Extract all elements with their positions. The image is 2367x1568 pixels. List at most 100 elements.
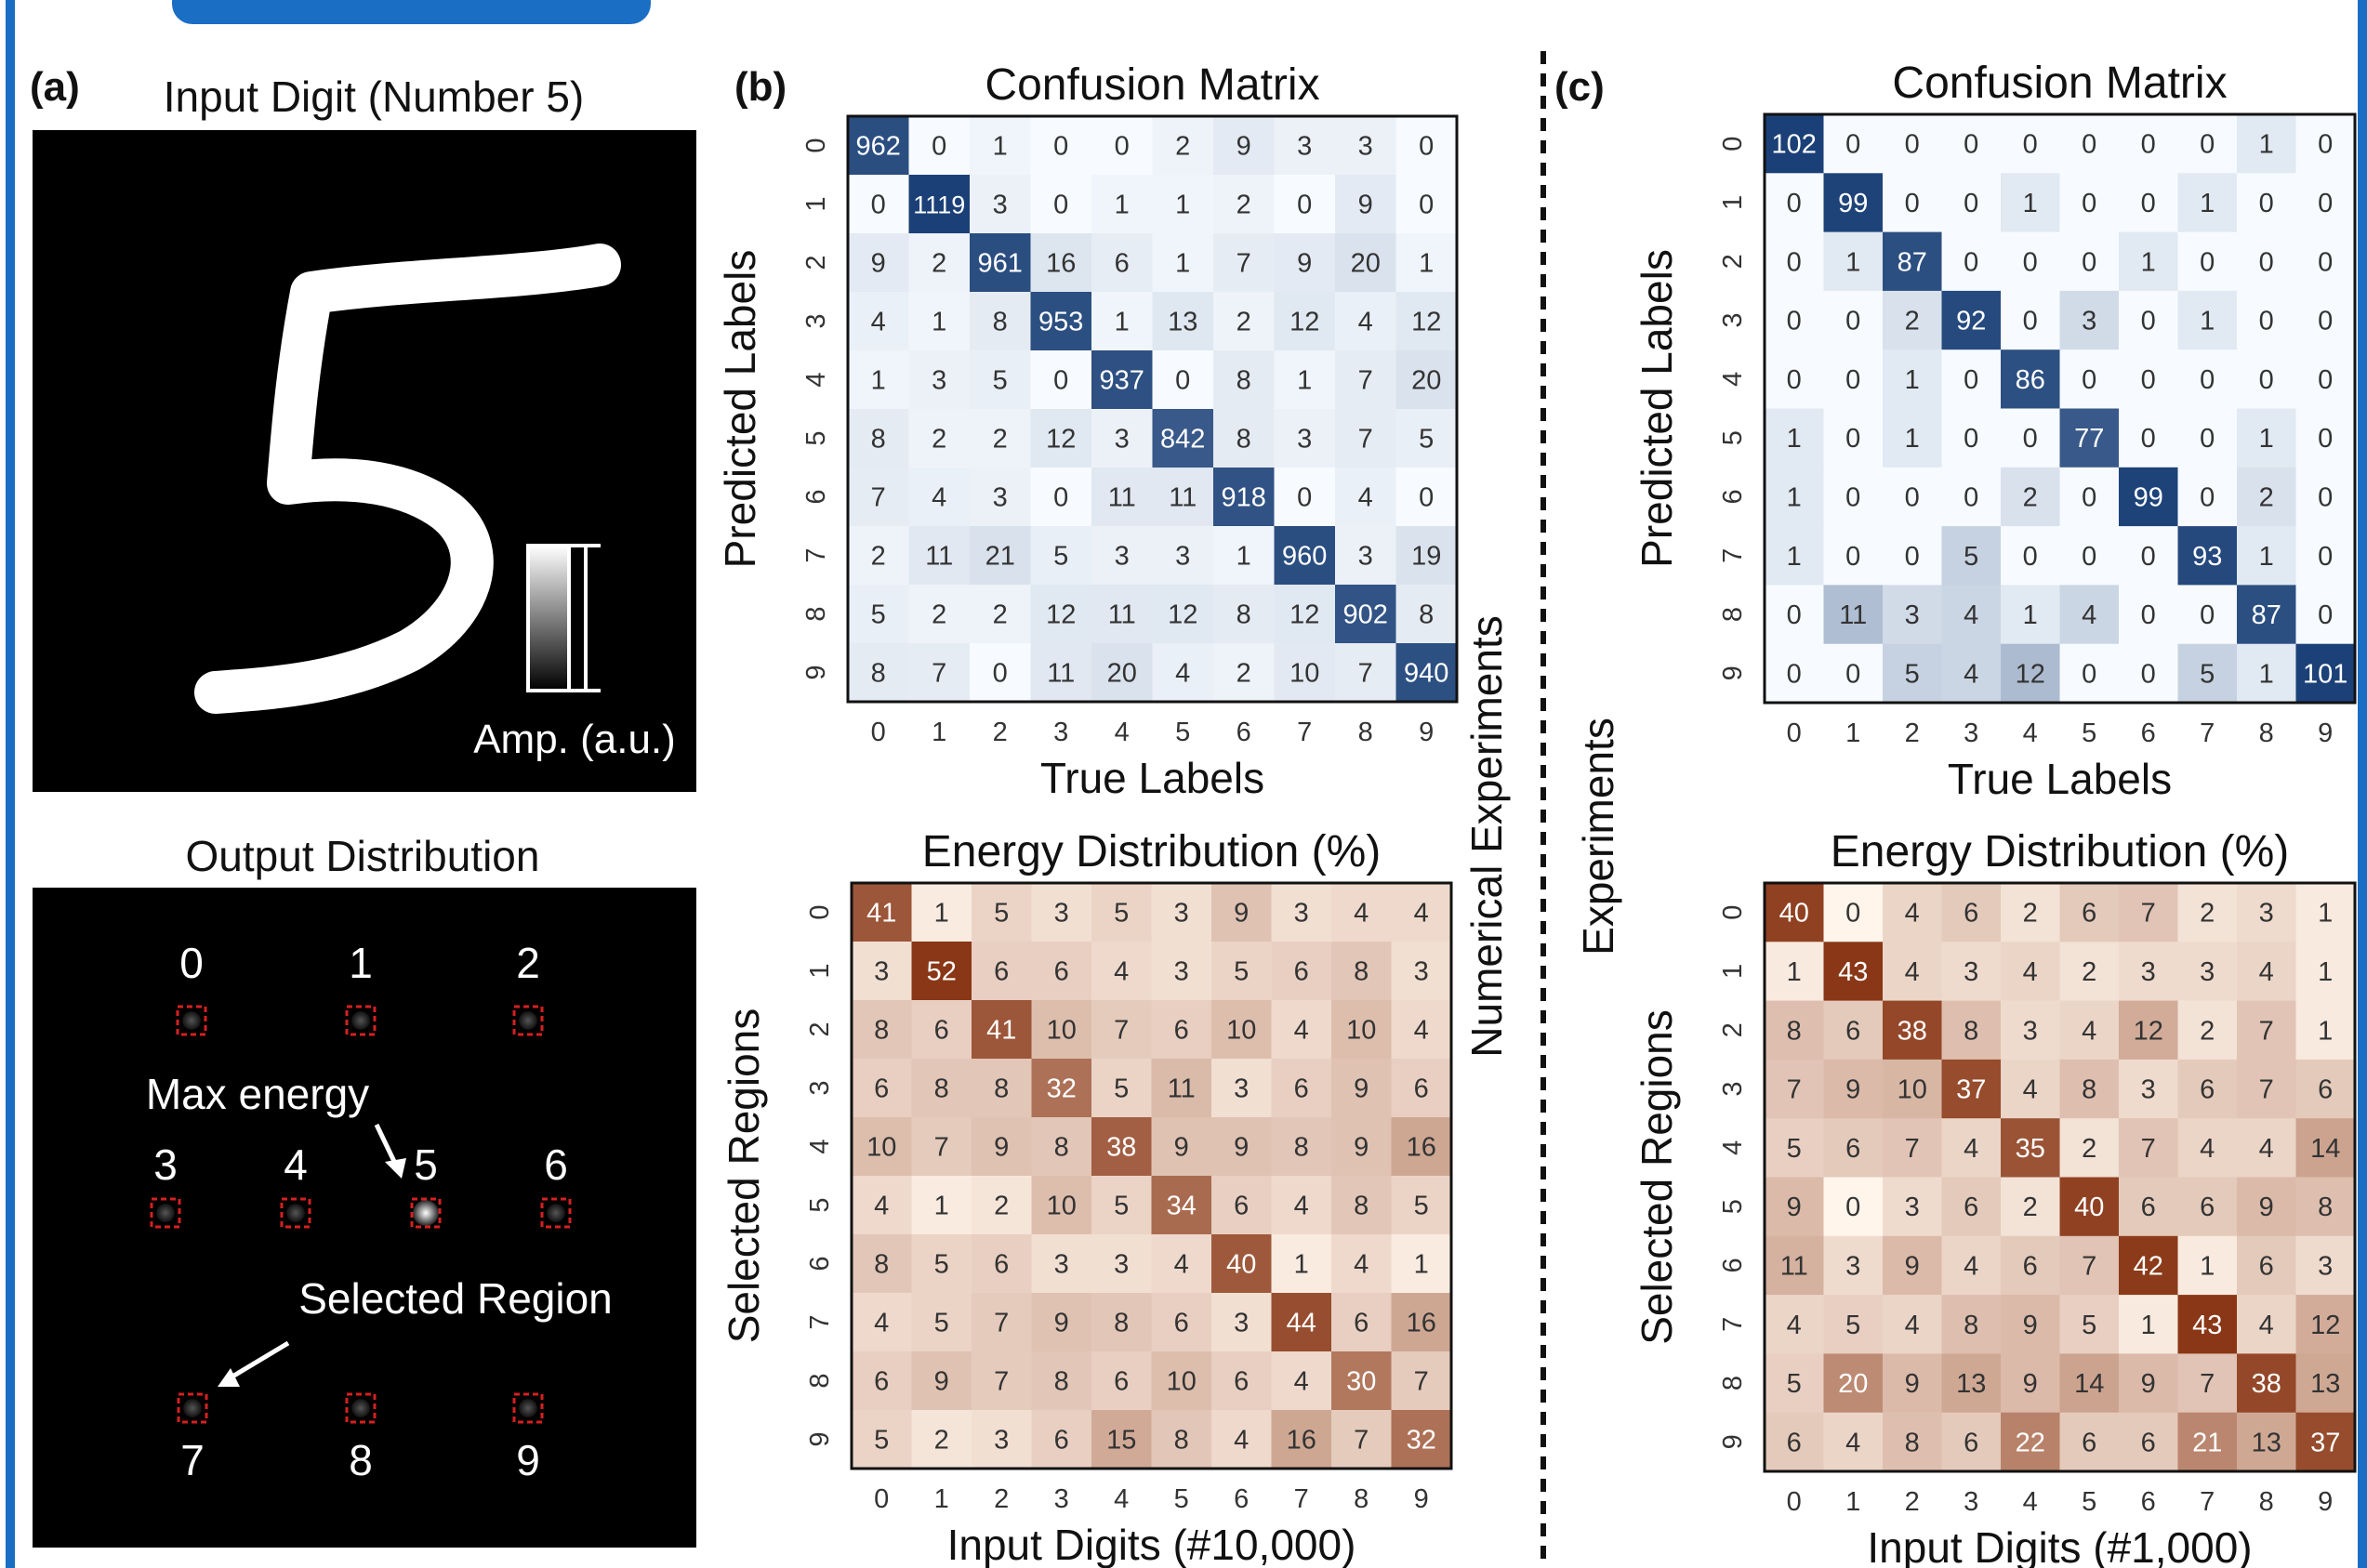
x-tick-label: 2 [1905, 718, 1920, 748]
heatmap-cell [1091, 409, 1154, 468]
heatmap-cell [1211, 1059, 1273, 1118]
heatmap-cell [911, 883, 972, 942]
heatmap-cell [2119, 467, 2179, 527]
heatmap-cell-value: 12 [1289, 308, 1319, 337]
heatmap-cell-value: 0 [2200, 600, 2215, 630]
heatmap-cell [1091, 1059, 1153, 1118]
heatmap-cell [1395, 350, 1458, 410]
heatmap-cell-value: 19 [1411, 542, 1441, 572]
heatmap-cell [1765, 883, 1825, 942]
heatmap-cell-value: 4 [1174, 1250, 1189, 1280]
heatmap-cell-value: 0 [1964, 482, 1978, 512]
heatmap-cell-value: 0 [1845, 424, 1860, 454]
heatmap-cell-value: 0 [2141, 600, 2156, 630]
heatmap-cell-value: 8 [1114, 1309, 1129, 1338]
heatmap-cell-value: 12 [1168, 600, 1197, 630]
heatmap-cell [2295, 1059, 2356, 1119]
heatmap-border [1763, 881, 2357, 1473]
heatmap-cell [1152, 468, 1214, 527]
heatmap-cell [2001, 467, 2061, 527]
heatmap-cell [1274, 175, 1336, 234]
panel-a-label: (a) [30, 64, 80, 110]
heatmap-cell [1395, 175, 1458, 234]
heatmap-cell [1765, 1412, 1825, 1472]
heatmap-cell-value: 3 [2200, 957, 2215, 987]
x-tick-label: 8 [1358, 718, 1373, 747]
heatmap-cell [1765, 643, 1825, 704]
region-label: 2 [516, 939, 540, 987]
heatmap-cell-value: 7 [871, 483, 886, 513]
heatmap-cell [1335, 643, 1397, 703]
heatmap-cell [908, 292, 971, 351]
heatmap-cell-value: 8 [2082, 1075, 2096, 1105]
heatmap-cell [908, 643, 971, 703]
heatmap-cell-value: 0 [2082, 365, 2096, 395]
heatmap-cell [1823, 1000, 1884, 1061]
heatmap-cell [1274, 116, 1336, 176]
heatmap-cell [848, 526, 910, 586]
heatmap-cell [970, 643, 1032, 703]
heatmap-cell-value: 6 [1234, 1367, 1249, 1397]
heatmap-cell [2177, 942, 2238, 1002]
x-axis-label: True Labels [1948, 755, 2172, 803]
heatmap-cell [2119, 585, 2179, 645]
heatmap-cell [2059, 1059, 2120, 1119]
heatmap-cell-value: 12 [1289, 600, 1319, 630]
heatmap-cell-value: 9 [1905, 1369, 1920, 1399]
heatmap-cell-value: 960 [1282, 542, 1327, 572]
heatmap-cell-value: 9 [934, 1367, 949, 1397]
heatmap-cell [1091, 1000, 1153, 1060]
y-axis-label: Selected Regions [1633, 1009, 1681, 1345]
heatmap-cell-value: 12 [2016, 659, 2045, 689]
heatmap-cell [1883, 1177, 1943, 1237]
heatmap-cell [1211, 1234, 1273, 1294]
heatmap-cell [1213, 292, 1276, 351]
heatmap-cell-value: 0 [2082, 659, 2096, 689]
heatmap-cell [852, 1000, 913, 1060]
heatmap-cell [1883, 883, 1943, 942]
frame-tab [172, 0, 651, 24]
heatmap-cell [2059, 290, 2120, 350]
heatmap-cell-value: 4 [2259, 1311, 2274, 1340]
heatmap-cell [1271, 1059, 1332, 1118]
heatmap-cell [2295, 1353, 2356, 1414]
heatmap-cell [911, 1410, 972, 1469]
heatmap-cell-value: 0 [1419, 483, 1434, 513]
heatmap-cell [1391, 1234, 1452, 1294]
heatmap-cell-value: 3 [1358, 132, 1373, 162]
y-tick-label: 2 [1718, 254, 1748, 269]
heatmap-cell [1335, 585, 1397, 644]
heatmap-cell-value: 5 [2082, 1311, 2096, 1340]
y-tick-label: 3 [1718, 1081, 1748, 1096]
heatmap-cell [1765, 290, 1825, 350]
heatmap-cell-value: 3 [1175, 542, 1190, 572]
x-tick-label: 9 [2318, 718, 2333, 748]
heatmap-cell-value: 40 [2074, 1192, 2104, 1222]
panel-c-label: (c) [1554, 64, 1605, 110]
heatmap-cell-value: 4 [1845, 1428, 1860, 1457]
heatmap-cell [1883, 643, 1943, 704]
heatmap-cell [2001, 1059, 2061, 1119]
heatmap-cell-value: 5 [993, 366, 1008, 396]
heatmap-cell-value: 0 [2141, 307, 2156, 336]
heatmap-cell [1765, 349, 1825, 410]
heatmap-cell [2001, 1353, 2061, 1414]
heatmap-cell [2295, 408, 2356, 468]
heatmap-cell [848, 175, 910, 234]
heatmap-cell [848, 585, 910, 644]
region-label: 0 [179, 939, 204, 987]
heatmap-cell-value: 9 [871, 249, 886, 279]
heatmap-cell [1151, 942, 1212, 1001]
heatmap-cell-value: 12 [1046, 600, 1076, 630]
heatmap-cell-value: 6 [1964, 1192, 1978, 1222]
heatmap-cell-value: 8 [1964, 1016, 1978, 1046]
heatmap-cell-value: 7 [1358, 425, 1373, 455]
heatmap-cell [1883, 173, 1943, 233]
input-digit-image: Amp. (a.u.) [33, 130, 696, 792]
heatmap-cell-value: 4 [1905, 957, 1920, 987]
heatmap-cell-value: 16 [1407, 1133, 1436, 1163]
heatmap-cell [1151, 1000, 1212, 1060]
heatmap-cell-value: 8 [994, 1074, 1009, 1104]
heatmap-cell-value: 11 [1169, 483, 1197, 513]
heatmap-cell-value: 3 [1414, 957, 1429, 987]
